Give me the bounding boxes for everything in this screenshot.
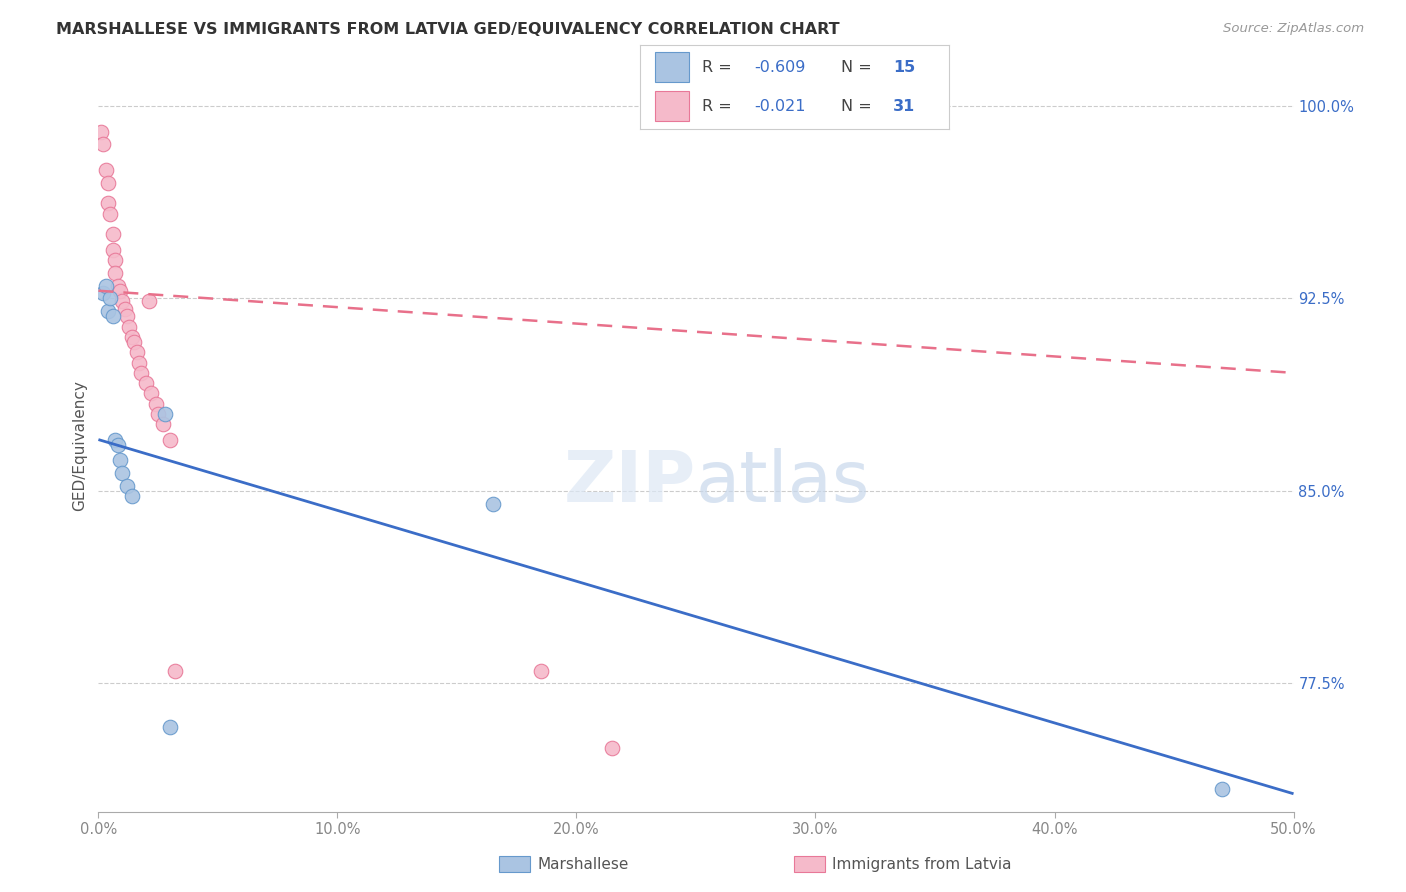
Point — [91, 137, 114, 152]
Point — [121, 330, 143, 344]
Point — [1211, 781, 1233, 796]
Point — [138, 293, 160, 308]
Point — [98, 207, 122, 221]
Point — [115, 479, 138, 493]
Point — [108, 284, 131, 298]
Text: 31: 31 — [893, 98, 915, 113]
Point — [600, 740, 623, 755]
Text: -0.021: -0.021 — [754, 98, 806, 113]
Point — [163, 664, 186, 678]
Text: ZIP: ZIP — [564, 448, 696, 517]
Text: Immigrants from Latvia: Immigrants from Latvia — [832, 857, 1012, 871]
Point — [145, 397, 167, 411]
Point — [148, 407, 170, 421]
Point — [91, 286, 114, 301]
Point — [121, 489, 143, 503]
Text: Source: ZipAtlas.com: Source: ZipAtlas.com — [1223, 22, 1364, 36]
Point — [529, 664, 551, 678]
Point — [118, 319, 141, 334]
Point — [101, 227, 124, 242]
Point — [101, 243, 124, 257]
Point — [90, 125, 112, 139]
Point — [152, 417, 174, 432]
Text: Marshallese: Marshallese — [537, 857, 628, 871]
Point — [481, 497, 505, 511]
Point — [139, 386, 162, 401]
Bar — [655, 53, 689, 82]
Point — [114, 301, 136, 316]
Point — [155, 407, 177, 421]
Point — [125, 345, 148, 359]
Point — [97, 176, 120, 190]
Point — [98, 292, 122, 306]
Point — [104, 266, 127, 280]
Point — [104, 252, 127, 267]
Text: R =: R = — [702, 60, 737, 75]
Point — [94, 278, 117, 293]
Point — [97, 304, 120, 318]
Point — [108, 453, 131, 467]
Point — [94, 163, 117, 178]
Text: MARSHALLESE VS IMMIGRANTS FROM LATVIA GED/EQUIVALENCY CORRELATION CHART: MARSHALLESE VS IMMIGRANTS FROM LATVIA GE… — [56, 22, 839, 37]
Point — [104, 433, 127, 447]
Y-axis label: GED/Equivalency: GED/Equivalency — [72, 381, 87, 511]
Point — [107, 278, 129, 293]
Point — [124, 334, 146, 349]
Text: -0.609: -0.609 — [754, 60, 806, 75]
Text: 15: 15 — [893, 60, 915, 75]
Text: atlas: atlas — [696, 448, 870, 517]
Point — [111, 293, 134, 308]
Text: N =: N = — [841, 60, 877, 75]
Text: N =: N = — [841, 98, 877, 113]
Point — [115, 310, 138, 324]
Bar — [655, 91, 689, 120]
Point — [101, 310, 124, 324]
Point — [131, 366, 153, 380]
Point — [111, 466, 134, 480]
Point — [159, 433, 181, 447]
Text: R =: R = — [702, 98, 741, 113]
Point — [159, 720, 181, 734]
Point — [135, 376, 157, 391]
Point — [107, 438, 129, 452]
Point — [97, 196, 120, 211]
Point — [128, 355, 150, 369]
